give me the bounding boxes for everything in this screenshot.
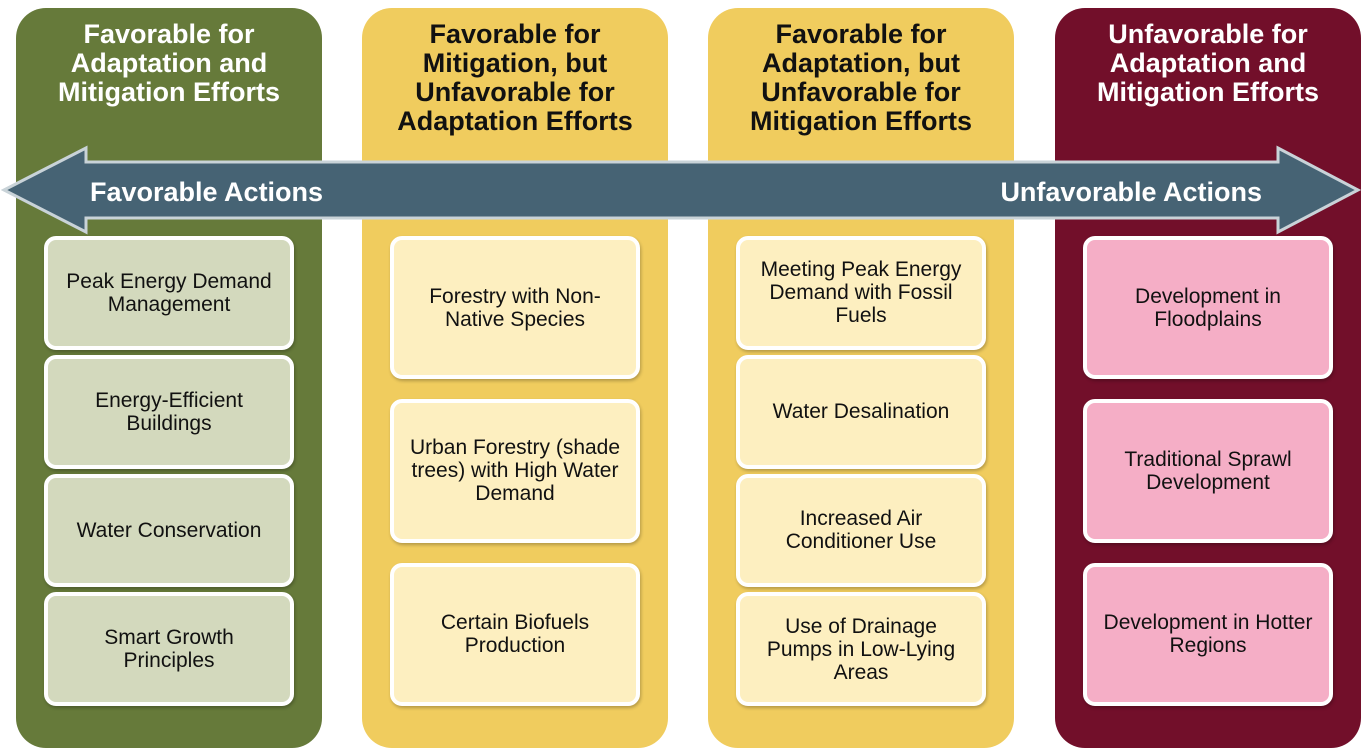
action-box: Water Conservation (44, 473, 294, 588)
action-box: Use of Drainage Pumps in Low-Lying Areas (736, 592, 986, 706)
column-title: Favorable for Adaptation and Mitigation … (58, 19, 280, 107)
double-arrow (0, 145, 1362, 235)
arrow-left-label: Favorable Actions (90, 177, 324, 207)
page: {"columns": [ {"title": "Favorable for A… (0, 8, 1362, 748)
column-title: Unfavorable for Adaptation and Mitigatio… (1097, 19, 1319, 107)
action-box: Forestry with Non-Native Species (390, 236, 640, 380)
action-box: Energy-Efficient Buildings (44, 354, 294, 469)
action-box: Water Desalination (736, 354, 986, 469)
arrow (0, 145, 1362, 235)
action-box: Smart Growth Principles (44, 592, 294, 706)
arrow-right-label: Unfavorable Actions (1000, 177, 1262, 207)
action-box: Meeting Peak Energy Demand with Fossil F… (736, 236, 986, 350)
action-box: Increased Air Conditioner Use (736, 473, 986, 588)
action-box: Certain Biofuels Production (390, 562, 640, 706)
action-box: Development in Floodplains (1083, 236, 1333, 380)
action-box: Urban Forestry (shade trees) with High W… (390, 399, 640, 543)
action-box: Traditional Sprawl Development (1083, 399, 1333, 543)
action-box: Peak Energy Demand Management (44, 236, 294, 350)
column-title: Favorable for Mitigation, but Unfavorabl… (397, 19, 633, 136)
column-title: Favorable for Adaptation, but Unfavorabl… (750, 19, 972, 136)
action-box: Development in Hotter Regions (1083, 562, 1333, 706)
